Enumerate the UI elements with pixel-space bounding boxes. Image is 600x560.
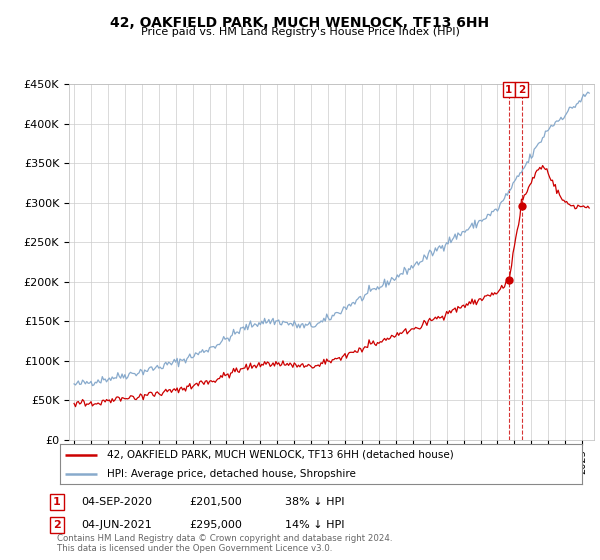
Text: HPI: Average price, detached house, Shropshire: HPI: Average price, detached house, Shro… — [107, 469, 356, 478]
Text: £295,000: £295,000 — [189, 520, 242, 530]
Text: 14% ↓ HPI: 14% ↓ HPI — [285, 520, 344, 530]
Text: £201,500: £201,500 — [189, 497, 242, 507]
Text: 2: 2 — [53, 520, 61, 530]
Text: 42, OAKFIELD PARK, MUCH WENLOCK, TF13 6HH (detached house): 42, OAKFIELD PARK, MUCH WENLOCK, TF13 6H… — [107, 450, 454, 460]
Text: 1: 1 — [505, 85, 512, 95]
Text: 04-JUN-2021: 04-JUN-2021 — [81, 520, 152, 530]
Text: 42, OAKFIELD PARK, MUCH WENLOCK, TF13 6HH: 42, OAKFIELD PARK, MUCH WENLOCK, TF13 6H… — [110, 16, 490, 30]
Text: Price paid vs. HM Land Registry's House Price Index (HPI): Price paid vs. HM Land Registry's House … — [140, 27, 460, 37]
Text: 38% ↓ HPI: 38% ↓ HPI — [285, 497, 344, 507]
Text: 04-SEP-2020: 04-SEP-2020 — [81, 497, 152, 507]
Text: 2: 2 — [518, 85, 525, 95]
Text: 1: 1 — [53, 497, 61, 507]
Text: Contains HM Land Registry data © Crown copyright and database right 2024.
This d: Contains HM Land Registry data © Crown c… — [57, 534, 392, 553]
